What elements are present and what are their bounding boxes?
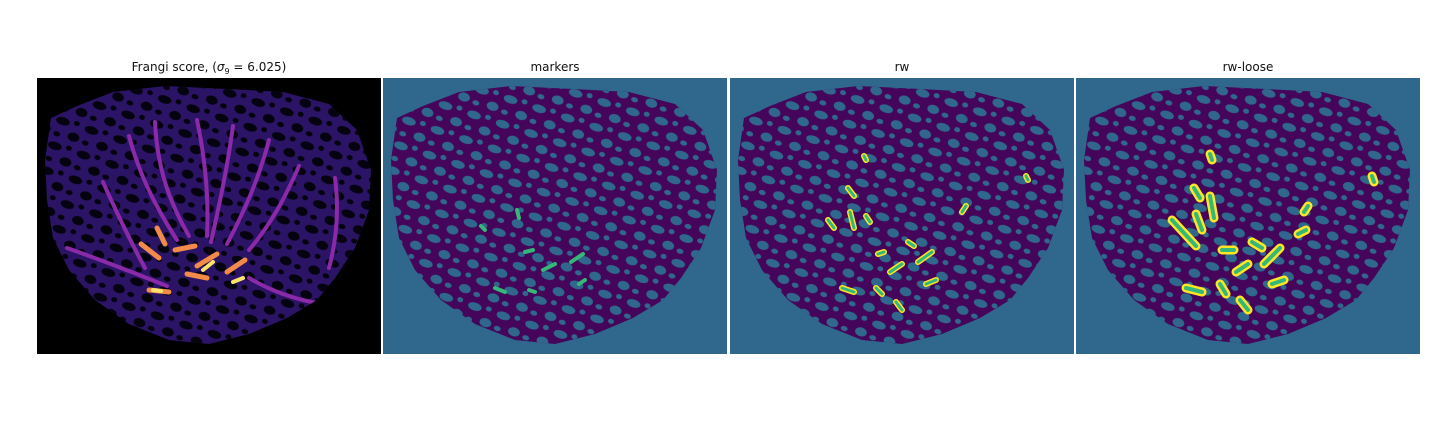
markers-image: [383, 78, 727, 354]
rw-regions: [825, 153, 1031, 313]
panel-title-markers: markers: [530, 60, 580, 74]
frangi-ridges: [65, 118, 339, 306]
panel-title-rw-loose: rw-loose: [1222, 60, 1274, 74]
rw-loose-regions: [1167, 149, 1379, 315]
rw-image: [730, 78, 1074, 354]
rw-loose-image: [1076, 78, 1420, 354]
panel-title-frangi: Frangi score, (σ9 = 6.025): [131, 60, 287, 76]
panel-title-rw: rw: [894, 60, 910, 74]
frangi-score-image: [37, 78, 381, 354]
frangi-peaks: [151, 260, 245, 293]
markers-seeds: [479, 208, 587, 294]
